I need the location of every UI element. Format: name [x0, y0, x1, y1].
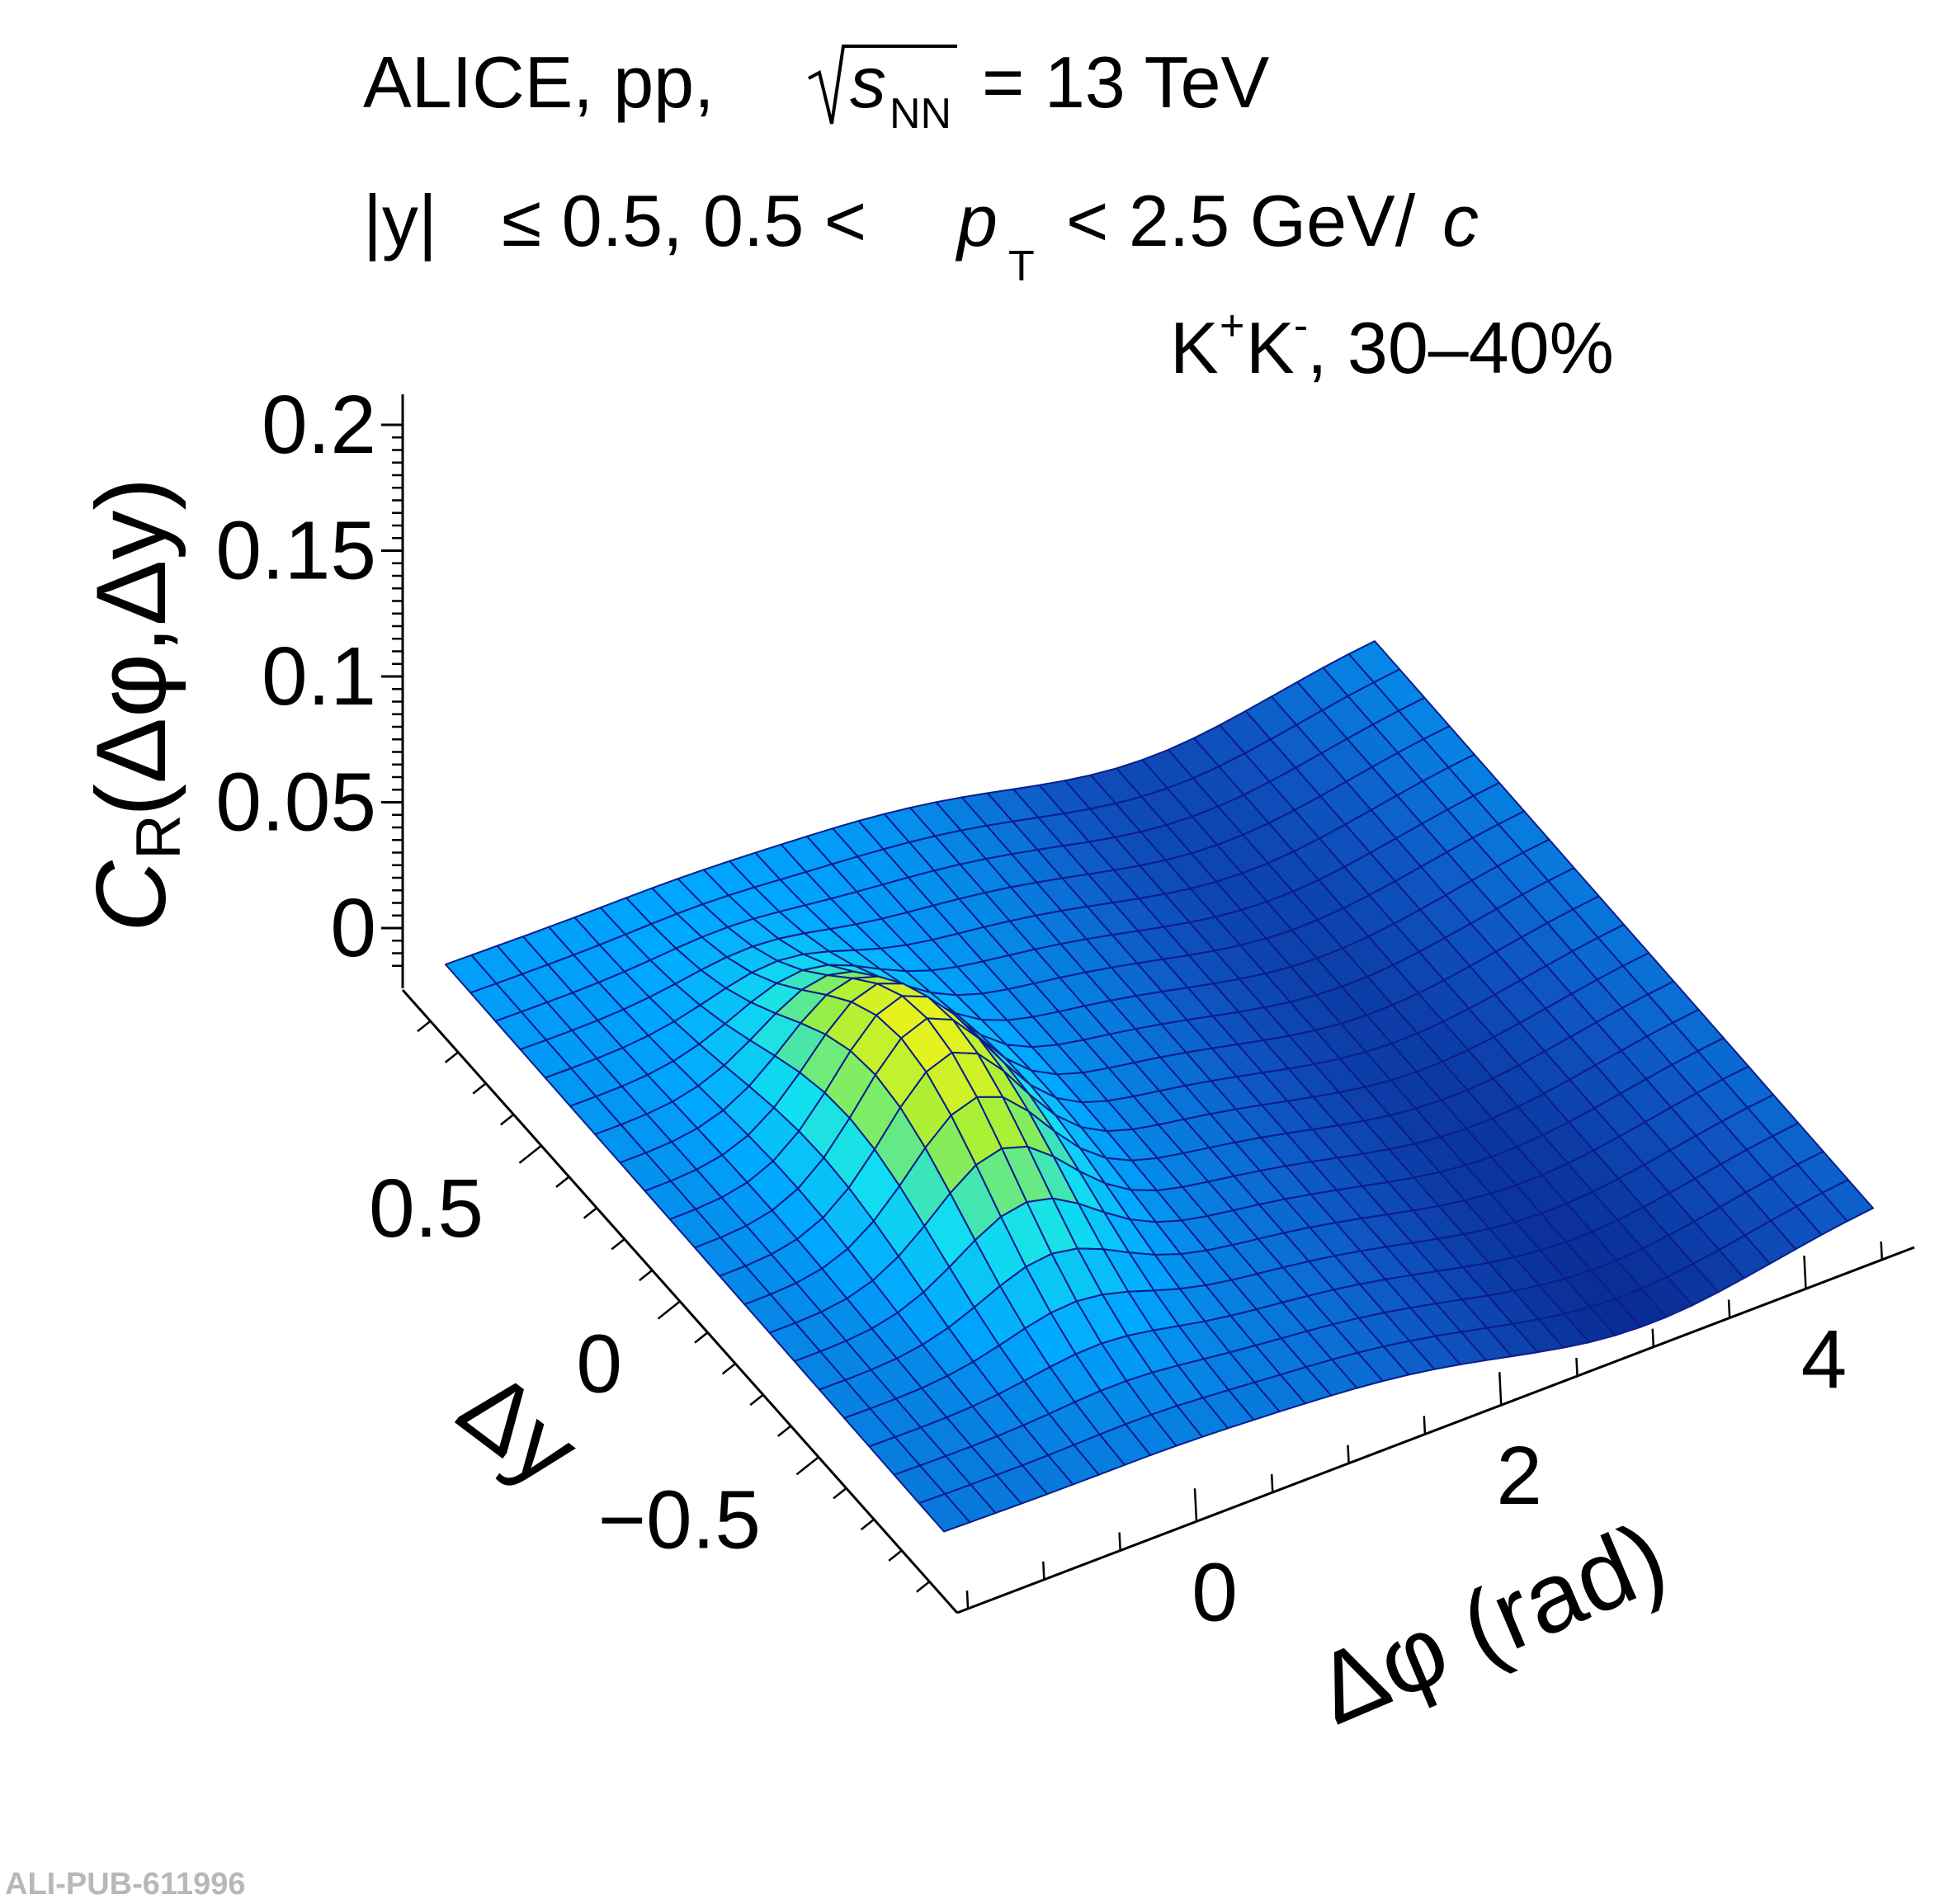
pt-range: < 2.5 GeV/	[1066, 180, 1416, 262]
axes: 0.2 0.15 0.1 0.05 0 0.5 0 −0.5 0 2 4	[215, 379, 1915, 1638]
y-minor-tick	[639, 1269, 654, 1282]
y-major-tick	[657, 1300, 681, 1320]
energy-subscript: NN	[890, 90, 951, 138]
x-axis-line	[956, 1246, 1915, 1614]
surface-cell	[918, 1492, 971, 1533]
y-minor-tick	[694, 1331, 709, 1344]
speed-of-light: c	[1442, 180, 1479, 262]
centrality: , 30–40%	[1307, 307, 1614, 389]
kaon-minus: -	[1294, 302, 1308, 350]
x-major-tick	[1803, 1256, 1807, 1289]
x-major-tick	[1498, 1372, 1503, 1406]
y-minor-tick	[583, 1207, 597, 1219]
y-minor-tick	[444, 1051, 459, 1063]
x-minor-tick	[1042, 1561, 1045, 1580]
x-minor-tick	[1880, 1241, 1884, 1261]
x-tick-label: 4	[1801, 1313, 1848, 1406]
y-minor-tick	[555, 1176, 570, 1188]
x-minor-tick	[1575, 1357, 1579, 1377]
kaon-plus: +	[1220, 302, 1244, 350]
y-minor-tick	[417, 1020, 432, 1033]
z-axis-title: C R (Δφ,Δy)	[76, 478, 194, 932]
pt-variable: p	[955, 180, 998, 262]
z-tick-label: 0.1	[262, 630, 376, 723]
energy-variable: s	[850, 41, 886, 123]
sqrt-symbol	[808, 45, 957, 125]
y-minor-tick	[721, 1363, 736, 1375]
x-minor-tick	[965, 1590, 970, 1609]
y-tick-label: 0.5	[369, 1162, 484, 1255]
x-tick-label: 0	[1192, 1546, 1238, 1638]
kaon-1: K	[1170, 307, 1219, 389]
y-major-tick	[795, 1456, 819, 1476]
y-minor-tick	[749, 1393, 764, 1407]
header-line1: ALICE, pp,	[363, 41, 715, 123]
y-minor-tick	[472, 1082, 487, 1095]
y-minor-tick	[500, 1114, 515, 1126]
y-minor-tick	[777, 1425, 792, 1437]
z-tick-label: 0.05	[215, 756, 376, 849]
rapidity-cut: ≤ 0.5, 0.5 <	[502, 180, 866, 262]
figure-id: ALI-PUB-611996	[5, 1867, 245, 1902]
y-minor-tick	[833, 1487, 847, 1500]
z-tick-label: 0	[330, 882, 376, 974]
x-minor-tick	[1118, 1532, 1121, 1551]
svg-text:(Δφ,Δy): (Δφ,Δy)	[76, 478, 186, 817]
y-minor-tick	[888, 1549, 903, 1562]
x-minor-tick	[1347, 1444, 1350, 1463]
y-tick-label: 0	[576, 1318, 622, 1411]
y-axis-title: Δy	[439, 1350, 598, 1507]
y-minor-tick	[611, 1238, 625, 1251]
x-axis-title: Δφ (rad)	[1300, 1501, 1682, 1746]
x-minor-tick	[1651, 1328, 1655, 1347]
x-tick-label: 2	[1496, 1430, 1542, 1522]
z-tick-label: 0.2	[262, 379, 376, 471]
header-experiment: ALICE, pp,	[363, 41, 715, 123]
z-tick-label: 0.15	[215, 505, 376, 597]
y-minor-tick	[916, 1581, 931, 1593]
svg-text:R: R	[124, 814, 194, 860]
surface-mesh	[445, 640, 1874, 1533]
kaon-2: K	[1246, 307, 1295, 389]
x-minor-tick	[1423, 1416, 1427, 1435]
x-minor-tick	[1727, 1299, 1731, 1318]
rapidity-abs: |y|	[363, 180, 437, 262]
energy-value: = 13 TeV	[982, 41, 1270, 123]
pt-subscript: T	[1008, 243, 1035, 290]
svg-text:C: C	[76, 860, 186, 932]
y-tick-label: −0.5	[598, 1473, 761, 1566]
y-major-tick	[518, 1144, 542, 1164]
y-minor-tick	[860, 1518, 875, 1531]
x-major-tick	[1193, 1488, 1198, 1522]
